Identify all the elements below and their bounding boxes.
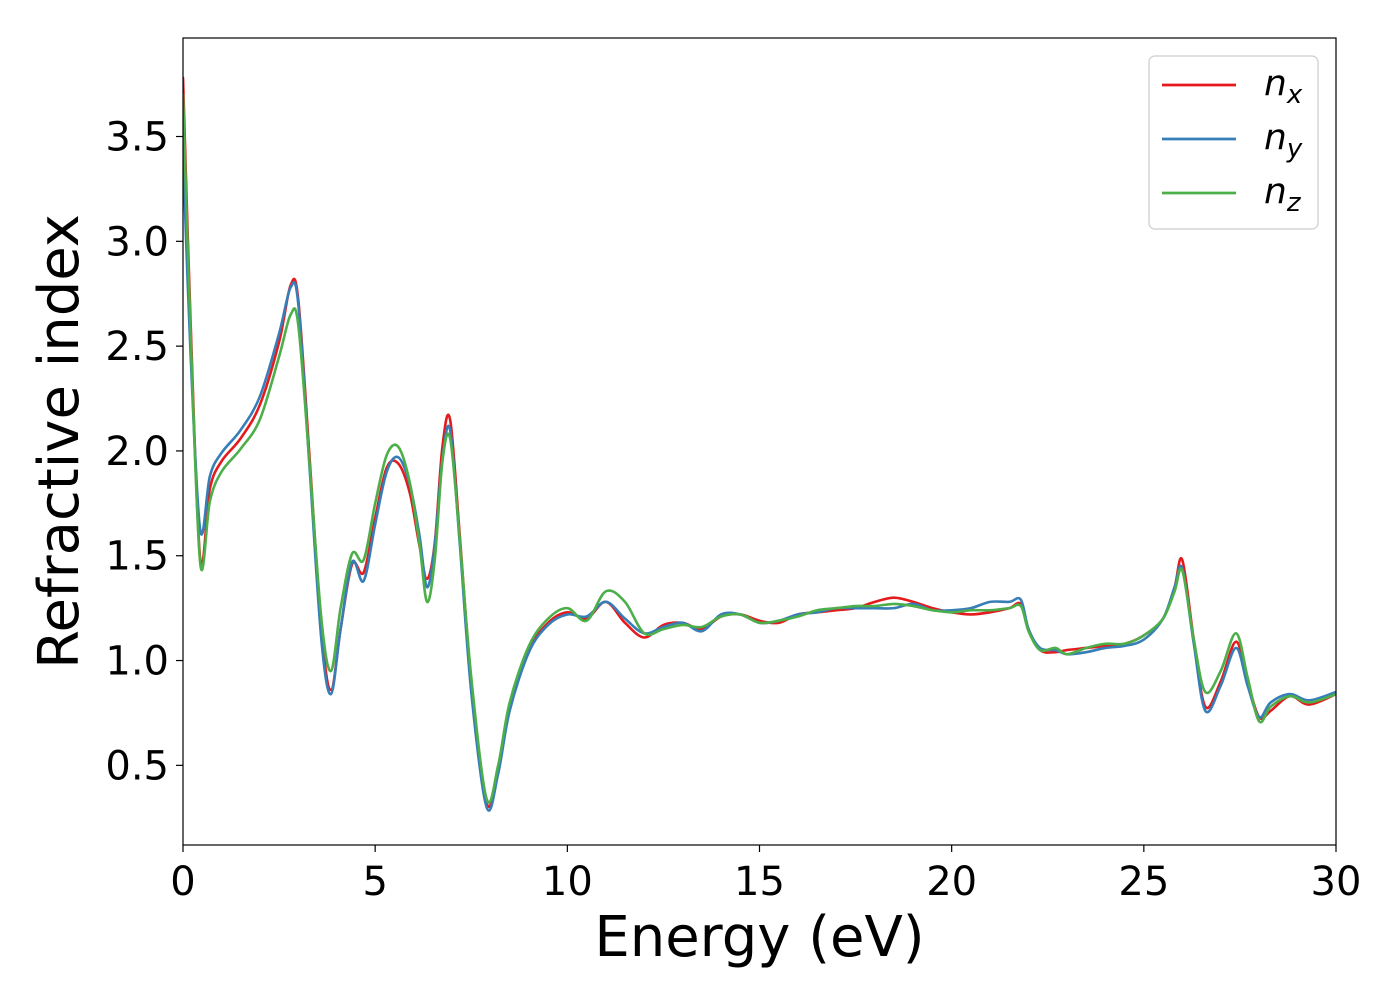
x-tick-label: 15 xyxy=(734,859,785,905)
y-axis-ticks: 0.5 1.0 1.5 2.0 2.5 3.0 3.5 xyxy=(105,115,183,789)
y-tick-label: 1.5 xyxy=(105,534,169,580)
x-tick-label: 25 xyxy=(1118,859,1169,905)
x-tick-label: 10 xyxy=(542,859,593,905)
series-lines xyxy=(183,76,1336,812)
x-tick-label: 20 xyxy=(926,859,977,905)
y-tick-label: 2.5 xyxy=(105,324,169,370)
x-tick-label: 5 xyxy=(362,859,387,905)
x-axis-title: Energy (eV) xyxy=(594,905,924,970)
series-line-nz xyxy=(183,93,1336,804)
y-tick-label: 3.0 xyxy=(105,219,169,265)
y-tick-label: 0.5 xyxy=(105,743,169,789)
legend-frame xyxy=(1148,55,1319,230)
y-tick-label: 3.5 xyxy=(105,115,169,161)
legend-label-nz: nz xyxy=(1264,171,1302,218)
y-tick-label: 1.0 xyxy=(105,639,169,685)
x-tick-label: 30 xyxy=(1311,859,1362,905)
y-axis-title: Refractive index xyxy=(27,214,92,669)
x-tick-label: 0 xyxy=(170,859,195,905)
y-tick-label: 2.0 xyxy=(105,429,169,475)
series-line-ny xyxy=(183,151,1336,812)
x-axis-ticks: 0 5 10 15 20 25 30 xyxy=(170,845,1361,905)
